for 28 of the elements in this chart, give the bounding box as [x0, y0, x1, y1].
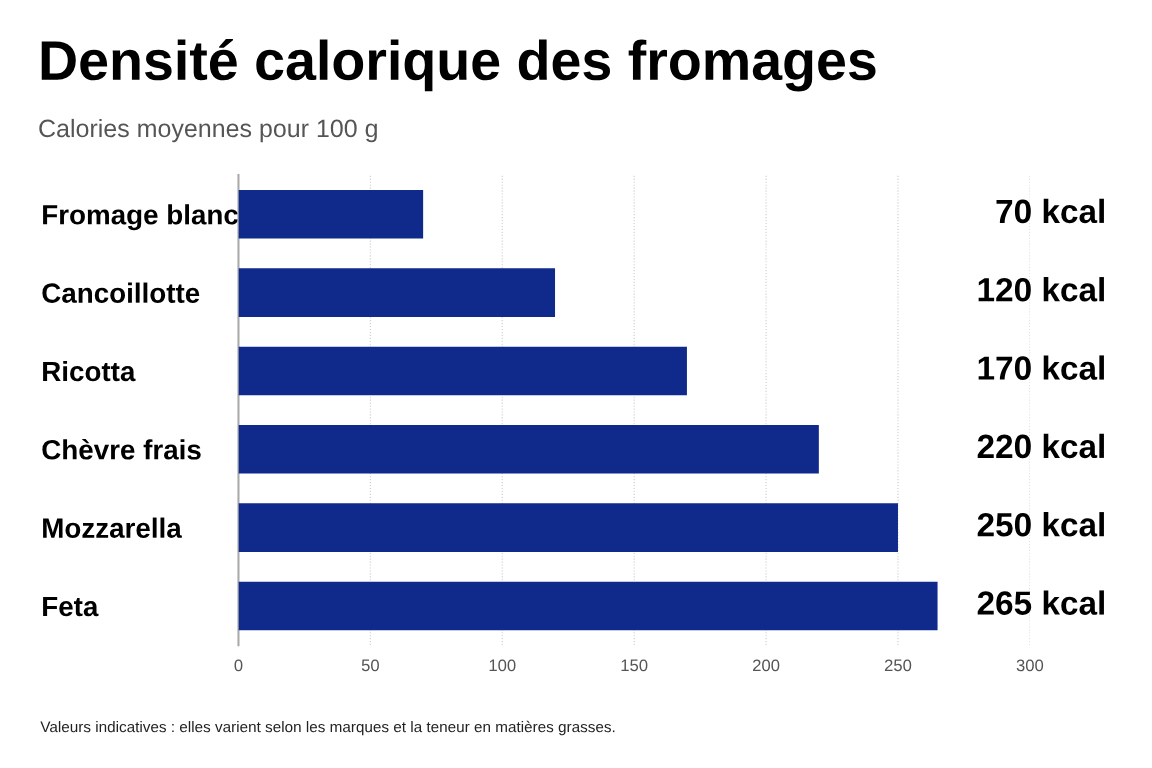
x-tick-label: 300	[1016, 659, 1044, 672]
bar	[238, 425, 819, 474]
x-tick-label: 200	[753, 659, 780, 672]
bar	[238, 268, 556, 317]
bar	[238, 189, 424, 239]
x-tick-label: 150	[621, 659, 648, 672]
x-tick-label: 250	[884, 659, 912, 672]
data-label: 70 kcal	[996, 198, 1104, 224]
data-label: 265 kcal	[977, 590, 1104, 615]
text: Valeurs indicatives : elles varient selon les marques et la teneur en matières grasses.	[40, 720, 615, 736]
x-tick-label: 0	[234, 659, 243, 672]
y-tick-label: Ricotta	[43, 360, 136, 382]
data-label: 120 kcal	[978, 277, 1104, 302]
bar	[238, 346, 687, 396]
bar	[238, 503, 898, 552]
x-tick-label: 50	[361, 659, 379, 672]
chart-subtitle: Calories moyennes pour 100 g	[39, 118, 377, 143]
y-tick-label: Feta	[43, 596, 99, 617]
x-tick-label: 100	[489, 659, 516, 672]
y-tick-label: Chèvre frais	[42, 438, 201, 460]
y-tick-label: Cancoillotte	[42, 282, 200, 303]
y-tick-label: Fromage blanc	[43, 204, 239, 231]
bar	[238, 581, 938, 631]
chart-title: Densité calorique des fromages	[41, 39, 876, 92]
data-label: 250 kcal	[977, 512, 1104, 537]
y-tick-label: Mozzarella	[43, 517, 182, 538]
data-label: 220 kcal	[977, 433, 1104, 459]
data-label: 170 kcal	[978, 355, 1104, 380]
